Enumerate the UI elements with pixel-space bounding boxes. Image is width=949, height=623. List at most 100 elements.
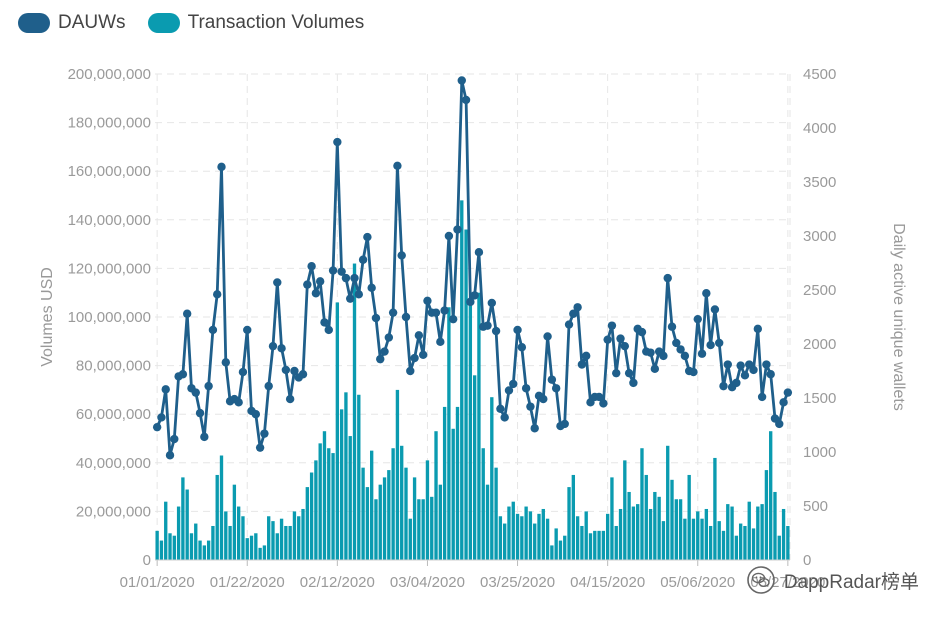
volume-bar bbox=[485, 484, 490, 560]
volume-bar bbox=[786, 525, 790, 560]
volume-bar bbox=[623, 460, 627, 560]
volume-bar bbox=[696, 511, 700, 560]
volume-bar bbox=[747, 501, 751, 560]
volume-bar bbox=[202, 545, 207, 560]
legend-item-dauws[interactable]: DAUWs bbox=[18, 12, 126, 34]
y-tick-label: 120,000,000 bbox=[68, 260, 151, 277]
volume-bar bbox=[404, 467, 408, 560]
dauw-point bbox=[243, 325, 252, 335]
volume-bar bbox=[271, 521, 275, 560]
volume-bar bbox=[653, 491, 657, 560]
volume-bar bbox=[400, 445, 404, 560]
dauw-point bbox=[290, 366, 299, 376]
volume-bar bbox=[314, 460, 318, 560]
dauw-point bbox=[569, 309, 578, 318]
dauw-point bbox=[311, 289, 321, 298]
y-tick-label: 20,000,000 bbox=[76, 503, 151, 520]
volume-bar bbox=[245, 538, 249, 560]
dauw-point bbox=[757, 392, 767, 402]
volume-bar bbox=[503, 523, 507, 560]
dauw-point bbox=[285, 394, 295, 404]
volume-bar bbox=[232, 484, 237, 560]
dauw-point bbox=[157, 413, 166, 422]
dauw-point bbox=[560, 419, 569, 429]
y-tick-label: 80,000,000 bbox=[76, 358, 151, 375]
dauw-point bbox=[663, 273, 672, 283]
dauw-point bbox=[624, 368, 634, 378]
legend-item-transaction-volumes[interactable]: Transaction Volumes bbox=[147, 12, 364, 34]
wechat-icon bbox=[747, 566, 775, 594]
volume-bar bbox=[704, 508, 709, 560]
volume-bar bbox=[533, 523, 537, 560]
volume-bar bbox=[224, 511, 228, 560]
volume-bar bbox=[640, 448, 644, 560]
dauw-point bbox=[401, 312, 411, 322]
volume-bar bbox=[528, 511, 533, 560]
dauw-point bbox=[483, 321, 492, 330]
volume-bar bbox=[678, 499, 683, 560]
dauw-point bbox=[740, 371, 750, 380]
dauw-point bbox=[371, 313, 381, 323]
volume-bar bbox=[751, 528, 756, 560]
volume-bar bbox=[288, 525, 292, 560]
dauw-series-line bbox=[155, 79, 790, 457]
volume-bar bbox=[391, 448, 395, 560]
volume-bar bbox=[554, 528, 558, 560]
dauw-point bbox=[457, 76, 466, 85]
volume-bar bbox=[322, 431, 327, 560]
y-tick-label: 160,000,000 bbox=[68, 163, 151, 180]
volume-bar bbox=[588, 533, 593, 560]
volume-bar bbox=[721, 530, 726, 560]
dauw-point bbox=[453, 225, 462, 234]
volume-bar bbox=[357, 394, 361, 560]
volume-bar bbox=[777, 535, 781, 560]
volume-bar bbox=[211, 525, 215, 560]
y2-tick-label: 500 bbox=[803, 498, 828, 515]
volume-bar bbox=[477, 292, 481, 560]
dauw-point bbox=[298, 370, 308, 379]
dauw-point bbox=[358, 255, 368, 264]
dauw-point bbox=[376, 354, 385, 364]
volume-bar bbox=[305, 487, 309, 560]
volume-bar bbox=[412, 477, 417, 560]
dauw-point bbox=[328, 266, 338, 275]
dauw-point bbox=[324, 325, 333, 335]
y-axis-title: Volumes USD bbox=[39, 267, 56, 367]
volume-bar bbox=[464, 229, 468, 560]
dauw-point bbox=[367, 283, 376, 293]
x-tick-label: 01/22/2020 bbox=[210, 574, 285, 591]
dauw-point bbox=[152, 422, 162, 432]
y2-tick-label: 4000 bbox=[803, 120, 836, 137]
volume-bar bbox=[301, 508, 305, 560]
volume-bar bbox=[537, 513, 541, 560]
dauw-point bbox=[719, 381, 728, 391]
volume-bar bbox=[438, 484, 442, 560]
y2-tick-label: 1500 bbox=[803, 390, 836, 407]
dauw-point bbox=[775, 419, 784, 429]
dauw-point bbox=[388, 308, 398, 317]
dauw-point bbox=[200, 432, 209, 442]
volume-bars bbox=[155, 200, 790, 561]
dauw-point bbox=[161, 385, 170, 394]
volume-bar bbox=[194, 523, 198, 560]
volume-bar bbox=[773, 491, 777, 560]
volume-bar bbox=[219, 455, 224, 560]
volume-bar bbox=[648, 508, 653, 560]
x-tick-label: 05/27/2020 bbox=[750, 574, 825, 591]
volume-bar bbox=[309, 472, 314, 560]
dauw-point bbox=[238, 367, 248, 377]
volume-bar bbox=[434, 431, 438, 560]
dauw-point bbox=[616, 334, 625, 343]
dauw-point bbox=[251, 410, 261, 419]
volume-bar bbox=[498, 516, 503, 560]
dauw-point bbox=[264, 381, 273, 391]
volume-bar bbox=[666, 445, 670, 560]
x-tick-label: 04/15/2020 bbox=[570, 574, 645, 591]
dauw-point bbox=[320, 318, 329, 327]
volume-bar bbox=[365, 487, 370, 560]
dauw-point bbox=[620, 341, 630, 351]
volume-bar bbox=[352, 263, 357, 560]
dauw-line bbox=[155, 79, 790, 457]
volume-bar bbox=[726, 504, 730, 560]
dauw-point bbox=[551, 384, 561, 393]
